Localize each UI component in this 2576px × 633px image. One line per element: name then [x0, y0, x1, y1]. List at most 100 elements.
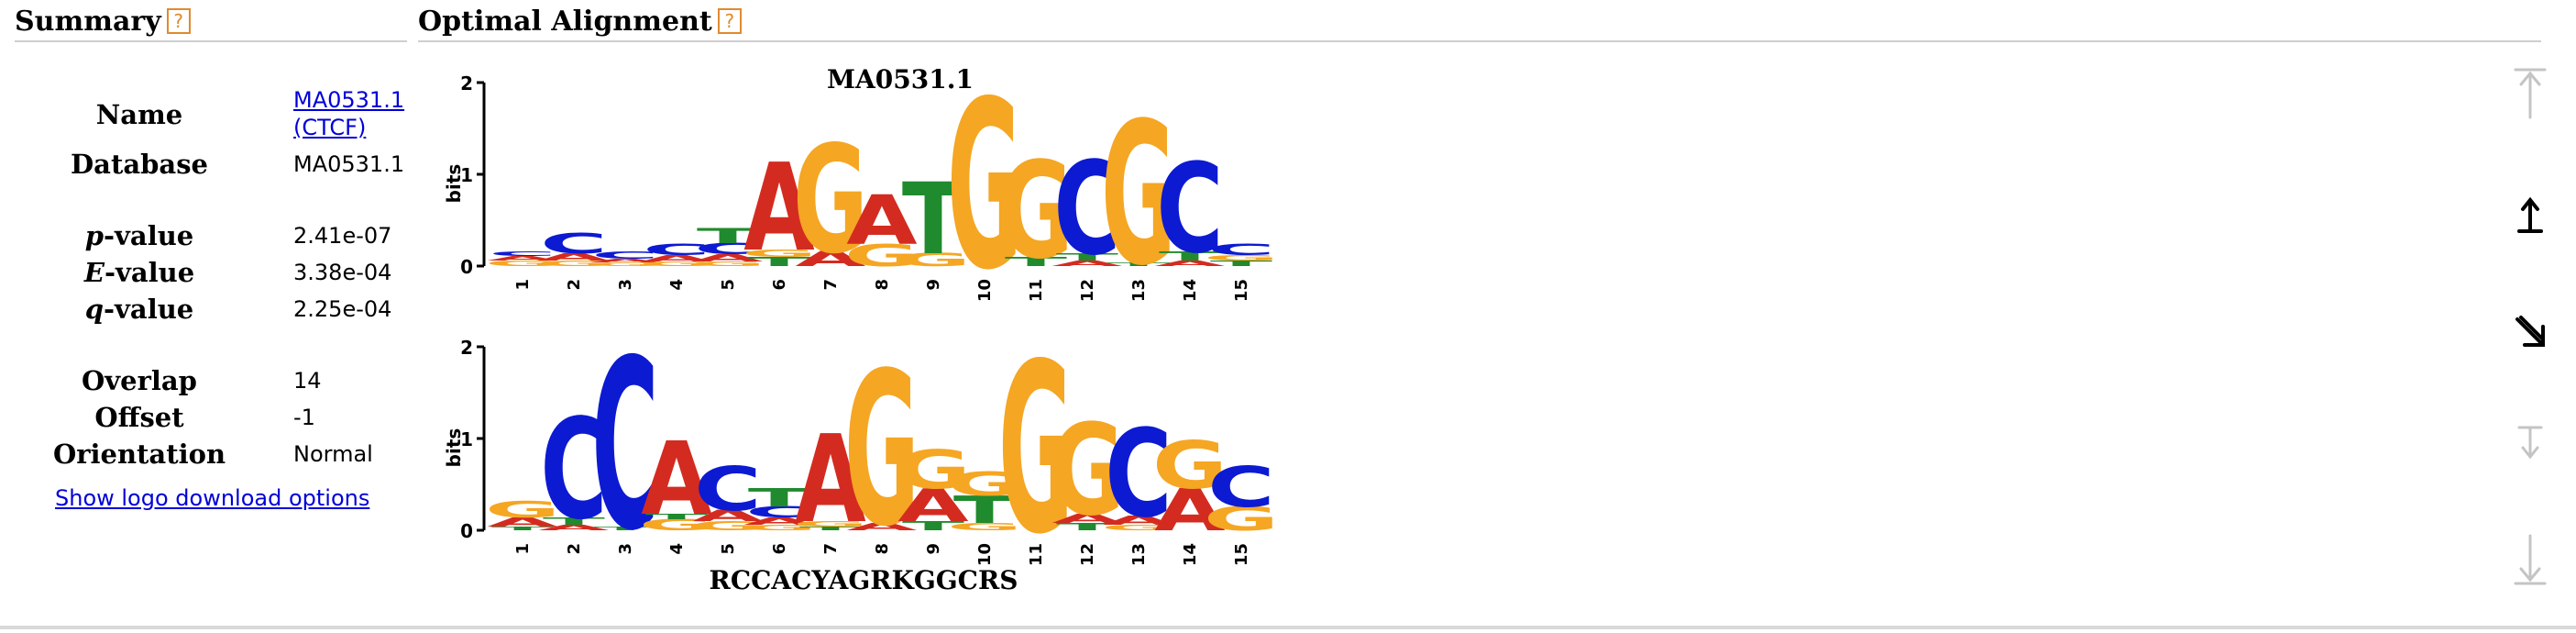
logo-letter: A: [538, 251, 609, 263]
position-label: 8: [873, 543, 892, 555]
position-label: 5: [719, 543, 738, 555]
bottom-logo-title: RCCACYAGRKGGCRS: [710, 565, 1018, 595]
logo-letter: G: [690, 261, 765, 268]
position-label: 10: [975, 543, 995, 566]
logo-letter: C: [540, 390, 607, 551]
logo-letter: G: [1204, 253, 1279, 262]
logo-letter: C: [694, 240, 761, 258]
position-label: 2: [565, 279, 584, 291]
database-value: MA0531.1: [293, 151, 405, 177]
logo-letter: G: [998, 313, 1073, 586]
overlap-value: 14: [293, 368, 322, 394]
overlap-label: Overlap: [82, 365, 197, 396]
help-icon[interactable]: ?: [166, 8, 191, 34]
database-label: Database: [71, 149, 208, 180]
logo-letter: A: [1103, 513, 1173, 528]
orientation-label: Orientation: [52, 439, 226, 470]
logo-letter: T: [543, 516, 606, 528]
help-icon[interactable]: ?: [717, 8, 742, 34]
q-symbol: q: [84, 294, 105, 325]
arrow-down-icon[interactable]: [2510, 415, 2550, 470]
logo-letter: G: [896, 439, 971, 501]
logo-letter: C: [489, 250, 556, 258]
position-label: 13: [1129, 543, 1149, 566]
logo-letter: A: [795, 409, 865, 550]
alignment-underline: [418, 40, 2541, 42]
position-label: 3: [616, 543, 635, 555]
logo-letter: C: [745, 504, 812, 521]
logo-letter: C: [1207, 456, 1274, 520]
summary-underline: [15, 40, 407, 42]
logo-letter: G: [485, 259, 560, 268]
e-value-label: E-value: [20, 255, 259, 290]
p-rest: -value: [104, 220, 194, 251]
y-axis-label: bits: [443, 164, 465, 204]
logo-download-link[interactable]: Show logo download options: [55, 485, 370, 511]
y-tick-label: 0: [460, 256, 473, 278]
q-rest: -value: [104, 294, 194, 325]
logo-letter: A: [692, 252, 763, 264]
logo-letter: A: [795, 248, 865, 271]
position-label: 15: [1232, 279, 1251, 302]
name-label: Name: [95, 99, 183, 130]
logo-letter: A: [589, 258, 661, 263]
logo-letter: T: [953, 488, 1016, 532]
top-logo: 012bitsGAC1GAC2GAC3GAC4GACT5TGA6AG7GA8GT…: [443, 64, 1279, 321]
y-tick-label: 0: [460, 520, 473, 542]
logo-letter: T: [645, 512, 708, 521]
logo-letter: T: [1005, 254, 1068, 269]
position-label: 3: [616, 279, 635, 291]
logo-letter: G: [1050, 398, 1125, 544]
logo-letter: T: [748, 254, 811, 269]
position-label: 6: [770, 279, 789, 291]
logo-letter: G: [742, 523, 817, 532]
logo-letter: A: [846, 181, 917, 261]
logo-letter: A: [487, 255, 558, 262]
logo-letter: G: [742, 248, 817, 260]
position-label: 5: [719, 279, 738, 291]
position-label: 1: [513, 543, 533, 555]
logo-letter: A: [1051, 511, 1122, 526]
logo-letter: C: [643, 241, 710, 259]
position-label: 2: [565, 543, 584, 555]
logo-letter: T: [491, 526, 554, 531]
logo-letter: G: [896, 250, 971, 270]
logo-letter: T: [1107, 261, 1170, 267]
logo-letter: C: [1207, 241, 1274, 259]
alignment-title: Optimal Alignment: [418, 6, 712, 38]
logo-letter: G: [844, 327, 919, 572]
logo-letter: A: [641, 253, 711, 263]
name-value[interactable]: MA0531.1 (CTCF): [293, 86, 404, 141]
logo-letter: C: [1156, 137, 1223, 281]
y-tick-label: 2: [460, 72, 473, 94]
logo-letter: C: [1105, 404, 1172, 544]
logo-letter: C: [1053, 134, 1120, 283]
position-label: 7: [821, 279, 841, 291]
p-symbol: p: [84, 220, 105, 251]
orientation-value: Normal: [293, 441, 373, 467]
logo-letter: G: [947, 521, 1022, 533]
motif-link-alt[interactable]: (CTCF): [293, 115, 367, 140]
logo-letter: A: [538, 523, 610, 532]
arrow-down-right-icon[interactable]: [2510, 306, 2550, 361]
arrow-to-top-icon[interactable]: [2510, 66, 2550, 121]
logo-letter: A: [641, 421, 711, 538]
top-logo-title: MA0531.1: [827, 64, 974, 94]
position-label: 6: [770, 543, 789, 555]
arrow-up-icon[interactable]: [2510, 189, 2550, 244]
position-label: 12: [1078, 279, 1097, 302]
position-label: 1: [513, 279, 533, 291]
logo-letter: G: [588, 261, 663, 267]
motif-link[interactable]: MA0531.1: [293, 87, 405, 113]
logo-letter: A: [1051, 259, 1123, 268]
offset-value: -1: [293, 405, 315, 430]
position-label: 11: [1027, 543, 1046, 566]
logo-letter: G: [536, 259, 611, 268]
alignment-heading: Optimal Alignment?: [418, 4, 742, 40]
logo-letter: T: [1210, 259, 1272, 268]
panel-divider: [0, 626, 2576, 629]
position-label: 11: [1027, 279, 1046, 302]
arrow-to-bottom-icon[interactable]: [2510, 532, 2550, 587]
p-value-label: p-value: [20, 218, 259, 253]
e-symbol: E: [83, 257, 105, 288]
